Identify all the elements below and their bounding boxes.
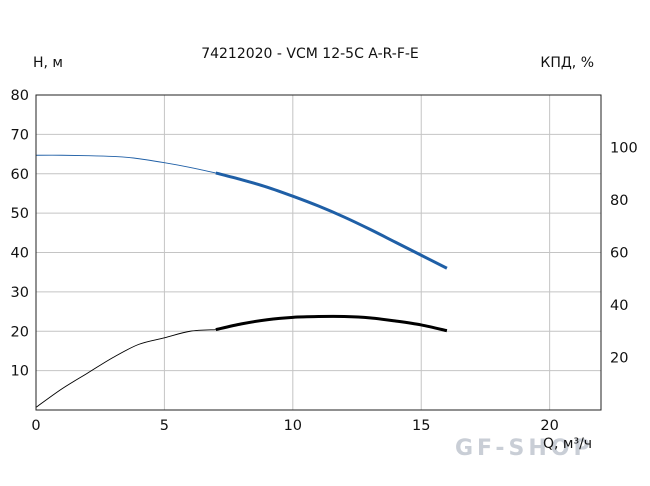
y-tick-label: 30 [11,285,29,301]
chart-title: 74212020 - VCM 12-5C A-R-F-E [201,46,419,62]
plot-frame [35,94,602,411]
y-tick-label: 10 [11,364,29,380]
x-tick-label: 15 [412,418,430,434]
head-curve [215,171,448,270]
y-tick-label: 70 [11,127,29,143]
grid-lines [36,95,601,410]
y2-tick-label: 60 [610,246,628,262]
y-tick-label: 50 [11,206,29,222]
efficiency-curve-extension [35,329,216,408]
y2-axis-label: КПД, % [540,55,594,71]
watermark: GF-SHOP [455,436,594,461]
x-tick-label: 0 [31,418,40,434]
y2-tick-label: 20 [610,351,628,367]
y-tick-label: 80 [11,88,29,104]
y-tick-label: 20 [11,324,29,340]
x-axis-label: Q, м³/ч [543,436,592,452]
y-axis-label: H, м [33,55,63,71]
y-tick-label: 60 [11,167,29,183]
efficiency-curve [215,314,448,333]
x-tick-label: 20 [540,418,558,434]
y2-tick-label: 80 [610,193,628,209]
tick-labels: 0 5 10 15 20 10 20 30 40 50 60 70 80 20 40 60 80 100 [11,88,638,434]
y2-tick-label: 40 [610,298,628,314]
y-tick-label: 40 [11,246,29,262]
head-curve-extension [35,154,216,174]
x-tick-label: 5 [160,418,169,434]
curves [35,154,448,408]
y2-tick-label: 100 [610,141,638,157]
x-tick-label: 10 [284,418,302,434]
